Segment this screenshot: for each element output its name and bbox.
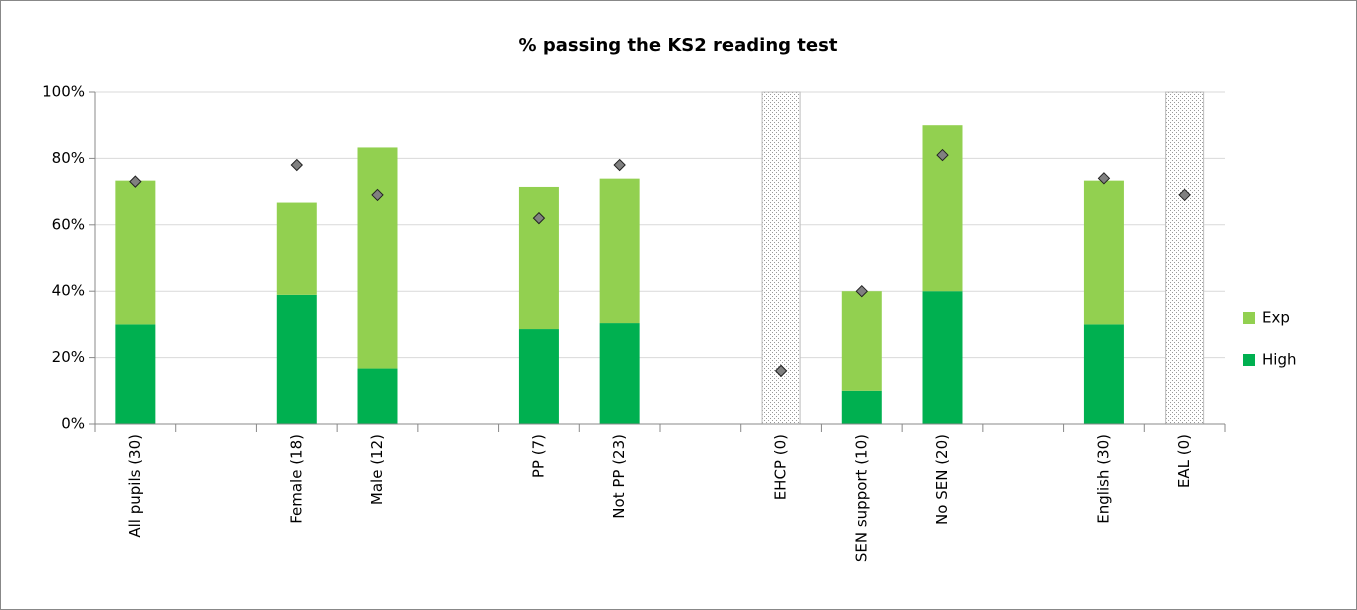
bar-segment [841,390,882,424]
bar-segment [922,291,963,424]
x-tick-label: Male (12) [368,434,386,505]
x-tick-label: English (30) [1094,434,1112,524]
x-tick-label: EAL (0) [1175,434,1193,488]
marker [129,175,142,188]
legend-label: Exp [1262,309,1290,327]
y-tick-label: 0% [61,415,85,433]
marker [613,158,626,172]
bar-segment [115,324,156,424]
bar-segment [518,329,559,424]
bar-segment [1083,324,1124,424]
marker [1178,188,1191,202]
chart-title: % passing the KS2 reading test [519,35,838,56]
bar-segment [841,291,882,391]
marker [855,284,868,298]
bar-segment [276,294,317,424]
bar-segment [357,368,398,424]
bar-segment [1083,180,1124,325]
x-tick-label: Not PP (23) [610,434,628,519]
no-data-band [1165,91,1205,425]
x-tick-label: PP (7) [529,434,547,478]
y-tick-label: 80% [52,149,85,167]
marker [371,188,384,202]
x-tick-label: SEN support (10) [852,434,870,562]
marker [1097,172,1111,185]
x-tick-label: EHCP (0) [772,434,790,500]
legend-label: High [1262,351,1296,369]
y-tick-label: 60% [52,215,85,233]
marker [532,211,546,225]
bar-segment [518,186,559,330]
x-tick-label: All pupils (30) [126,434,144,538]
legend-swatch [1243,312,1255,324]
legend-swatch [1243,354,1255,366]
x-tick-label: No SEN (20) [933,434,951,525]
marker [936,148,949,162]
bar-segment [115,180,156,325]
y-tick-label: 20% [52,348,85,366]
bar-segment [276,202,317,295]
y-tick-label: 40% [52,282,85,300]
bar-segment [599,178,640,324]
bar-segment [357,147,398,369]
marker [774,364,788,378]
y-tick-label: 100% [42,83,85,101]
x-tick-label: Female (18) [287,434,305,524]
bar-segment [599,323,640,424]
marker [290,158,303,172]
